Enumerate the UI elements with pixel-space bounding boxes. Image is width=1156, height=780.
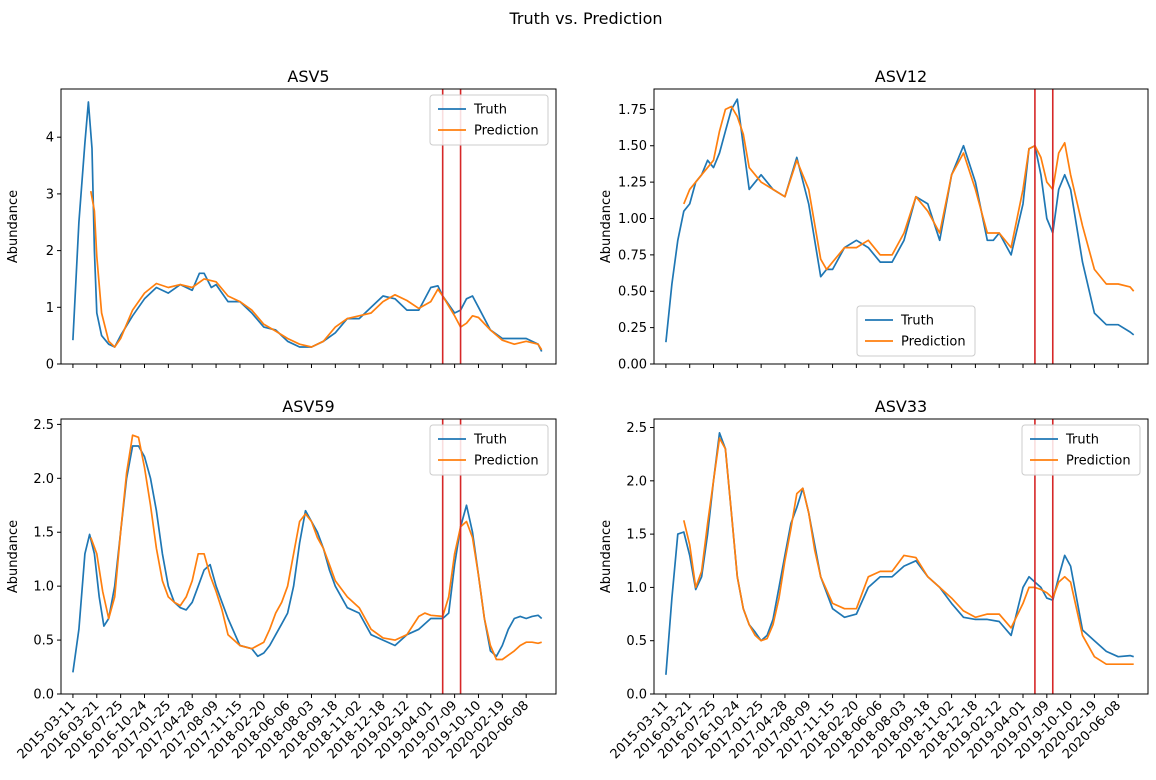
figure-title: Truth vs. Prediction [508,9,662,28]
axes-frame [60,418,557,695]
y-tick-label: 0.75 [618,248,647,263]
y-axis-label: Abundance [6,190,21,263]
y-tick-label: 1.0 [33,580,54,595]
legend-label-truth: Truth [900,314,934,329]
y-tick-label: 4 [46,131,54,146]
legend-label-prediction: Prediction [1066,454,1131,469]
y-tick-label: 2 [46,244,54,259]
y-tick-label: 2.5 [33,418,54,433]
legend-box [429,424,549,476]
axes-frame [653,418,1149,695]
y-tick-label: 0.5 [33,634,54,649]
legend: Truth Prediction [429,94,549,146]
axes-frame [60,88,557,365]
y-tick-label: 0.25 [618,321,647,336]
y-tick-label: 1 [46,301,54,316]
panel-asv33: ASV33Abundance0.00.51.01.52.02.52015-03-… [599,397,1149,762]
panel-asv59: ASV59Abundance0.00.51.01.52.02.52015-03-… [6,397,557,762]
y-tick-label: 1.0 [626,581,647,596]
legend-label-truth: Truth [473,433,507,448]
panel-asv12: ASV12 Abundance 0.00 0.25 0.50 0.75 1.00 1.25 1.… [599,67,1149,373]
y-tick-label: 1.5 [33,526,54,541]
panel-title: ASV12 [875,67,927,86]
y-axis-label: Abundance [6,520,21,593]
series-line-prediction [683,105,1135,292]
legend-label-prediction: Prediction [474,454,539,469]
y-axis-label: Abundance [599,190,614,263]
series-line-prediction [90,434,542,661]
y-tick-label: 0.50 [618,285,647,300]
y-tick-label: 0.0 [33,688,54,703]
y-tick-label: 3 [46,187,54,202]
legend-label-prediction: Prediction [901,335,966,350]
series-line-truth [665,432,1134,675]
legend-label-prediction: Prediction [474,124,539,139]
y-tick-label: 2.5 [626,421,647,436]
y-tick-label: 1.00 [618,212,647,227]
legend-label-truth: Truth [1065,433,1099,448]
y-tick-label: 0.0 [626,688,647,703]
panel-title: ASV59 [282,397,334,416]
series-line-prediction [89,190,543,351]
y-tick-label: 0.5 [626,634,647,649]
legend: Truth Prediction [856,305,976,357]
panel-title: ASV5 [287,67,329,86]
y-tick-label: 1.75 [618,103,647,118]
panel-asv5: ASV5 Abundance 0 1 2 3 4 Truth Prediction [6,67,557,373]
y-tick-label: 2.0 [33,472,54,487]
y-tick-label: 1.5 [626,528,647,543]
panel-title: ASV33 [875,397,927,416]
legend-box [1021,424,1141,476]
y-tick-label: 0.00 [618,358,647,373]
legend: Truth Prediction [1021,424,1141,476]
legend-box [429,94,549,146]
legend: Truth Prediction [429,424,549,476]
y-axis-label: Abundance [599,520,614,593]
legend-box [856,305,976,357]
y-tick-label: 0 [46,358,54,373]
y-tick-label: 1.50 [618,139,647,154]
axes-frame [653,88,1149,365]
y-tick-label: 2.0 [626,474,647,489]
y-tick-label: 1.25 [618,176,647,191]
legend-label-truth: Truth [473,103,507,118]
